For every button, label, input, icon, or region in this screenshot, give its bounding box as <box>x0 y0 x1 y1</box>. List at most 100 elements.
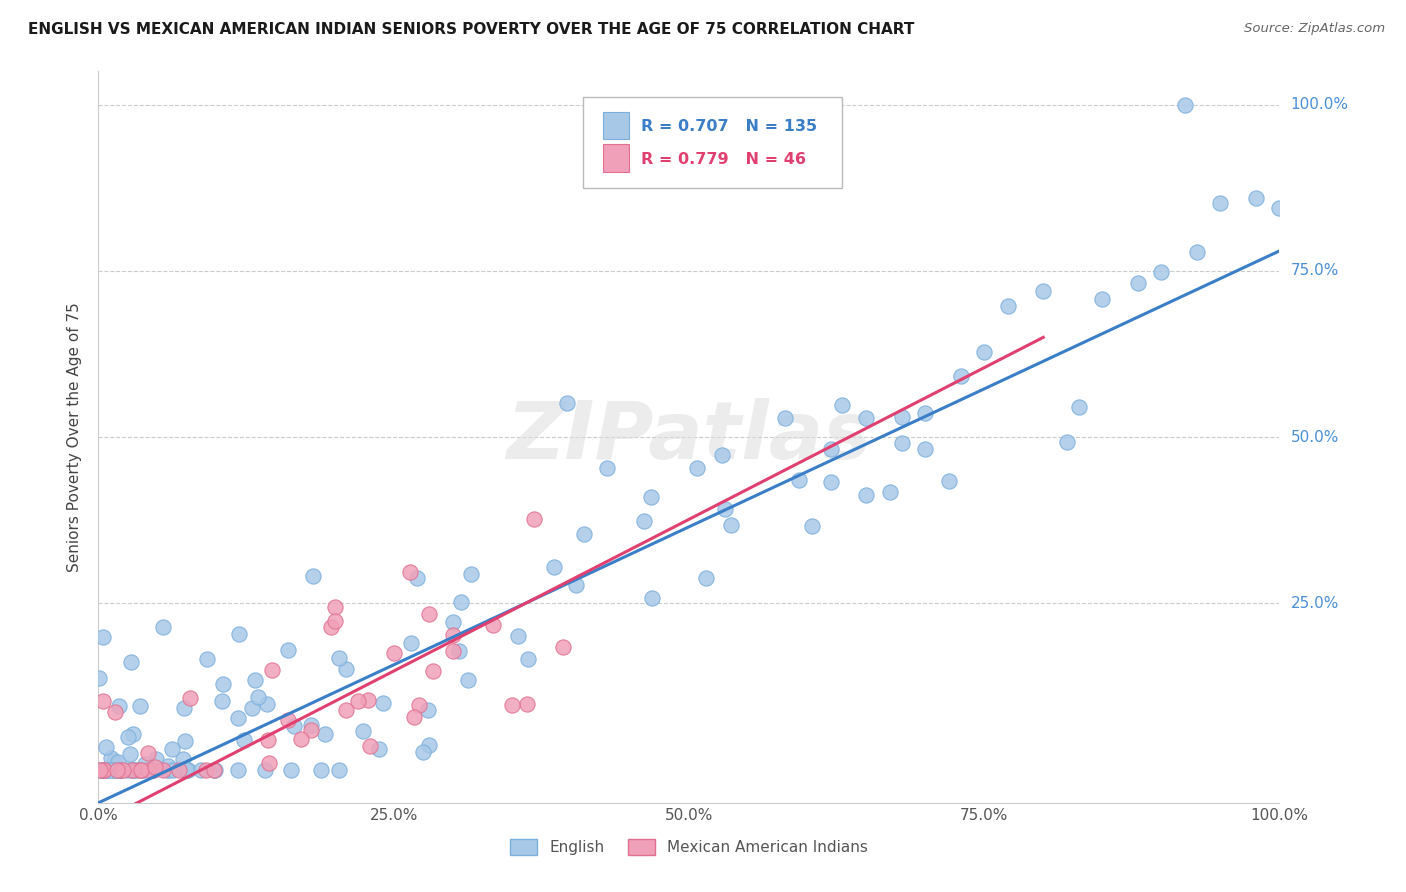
Point <box>323 615 346 629</box>
Point <box>1244 192 1267 206</box>
Point <box>855 488 877 502</box>
Bar <box>603 144 628 171</box>
Point <box>173 701 195 715</box>
Point <box>406 571 429 585</box>
Point <box>257 733 280 747</box>
Point <box>382 647 405 661</box>
Point <box>96 763 118 777</box>
Point <box>247 690 270 704</box>
Point <box>143 760 166 774</box>
Point <box>132 763 155 777</box>
Point <box>98 763 121 777</box>
Point <box>101 763 124 777</box>
Point <box>820 442 842 456</box>
Text: 75.0%: 75.0% <box>1291 263 1339 278</box>
Text: ENGLISH VS MEXICAN AMERICAN INDIAN SENIORS POVERTY OVER THE AGE OF 75 CORRELATIO: ENGLISH VS MEXICAN AMERICAN INDIAN SENIO… <box>28 22 914 37</box>
Point <box>142 763 165 777</box>
Point <box>257 756 280 771</box>
Point <box>720 517 742 532</box>
Point <box>714 502 737 516</box>
Text: R = 0.707   N = 135: R = 0.707 N = 135 <box>641 120 817 135</box>
Point <box>418 739 440 753</box>
Point <box>172 752 194 766</box>
Point <box>179 691 201 706</box>
Point <box>368 742 391 756</box>
Point <box>359 739 381 754</box>
Point <box>1209 196 1232 211</box>
Legend: English, Mexican American Indians: English, Mexican American Indians <box>503 833 875 861</box>
Point <box>103 754 125 768</box>
Point <box>855 411 877 425</box>
Point <box>820 475 842 489</box>
Point <box>204 763 226 777</box>
Point <box>243 673 266 687</box>
Text: ZIPatlas: ZIPatlas <box>506 398 872 476</box>
Point <box>108 763 131 777</box>
Point <box>422 664 444 678</box>
Point <box>260 663 283 677</box>
Point <box>328 651 350 665</box>
Point <box>141 763 163 777</box>
Point <box>353 724 375 739</box>
Point <box>228 627 250 641</box>
Point <box>91 694 114 708</box>
Point <box>107 763 129 777</box>
Point <box>543 560 565 574</box>
Point <box>1056 434 1078 449</box>
Point <box>89 763 111 777</box>
Point <box>949 369 972 384</box>
Point <box>90 763 112 777</box>
Point <box>176 763 198 777</box>
Point <box>319 620 342 634</box>
Point <box>124 763 146 777</box>
Point <box>240 701 263 715</box>
Point <box>574 527 596 541</box>
Point <box>167 763 190 777</box>
Y-axis label: Seniors Poverty Over the Age of 75: Seniors Poverty Over the Age of 75 <box>67 302 83 572</box>
Point <box>145 752 167 766</box>
Point <box>129 763 152 777</box>
Point <box>695 571 717 585</box>
Point <box>399 566 422 580</box>
Bar <box>603 112 628 139</box>
Point <box>938 475 960 489</box>
Point <box>460 567 482 582</box>
Point <box>211 694 233 708</box>
Point <box>254 763 277 777</box>
Point <box>800 519 823 533</box>
Point <box>277 713 299 727</box>
Point <box>115 763 138 777</box>
Point <box>412 745 434 759</box>
Point <box>997 299 1019 313</box>
Point <box>128 763 150 777</box>
Text: Source: ZipAtlas.com: Source: ZipAtlas.com <box>1244 22 1385 36</box>
Point <box>152 763 174 777</box>
Point <box>105 763 128 777</box>
Point <box>1150 265 1173 279</box>
Point <box>290 731 312 746</box>
Point <box>418 607 440 621</box>
Point <box>162 763 184 777</box>
Point <box>418 703 440 717</box>
Point <box>517 652 540 666</box>
Point <box>633 514 655 528</box>
Point <box>399 635 422 649</box>
Point <box>335 703 357 717</box>
Point <box>328 763 350 777</box>
Point <box>516 697 538 711</box>
Point <box>89 763 111 777</box>
Point <box>117 730 139 744</box>
Point <box>105 763 128 777</box>
Point <box>108 763 131 777</box>
Point <box>94 763 117 777</box>
Point <box>103 763 125 777</box>
Point <box>129 699 152 714</box>
Point <box>129 763 152 777</box>
Point <box>226 763 249 777</box>
Point <box>256 698 278 712</box>
Point <box>641 591 664 606</box>
Point <box>107 756 129 770</box>
Point <box>890 410 912 425</box>
Point <box>555 396 578 410</box>
Point <box>136 746 159 760</box>
